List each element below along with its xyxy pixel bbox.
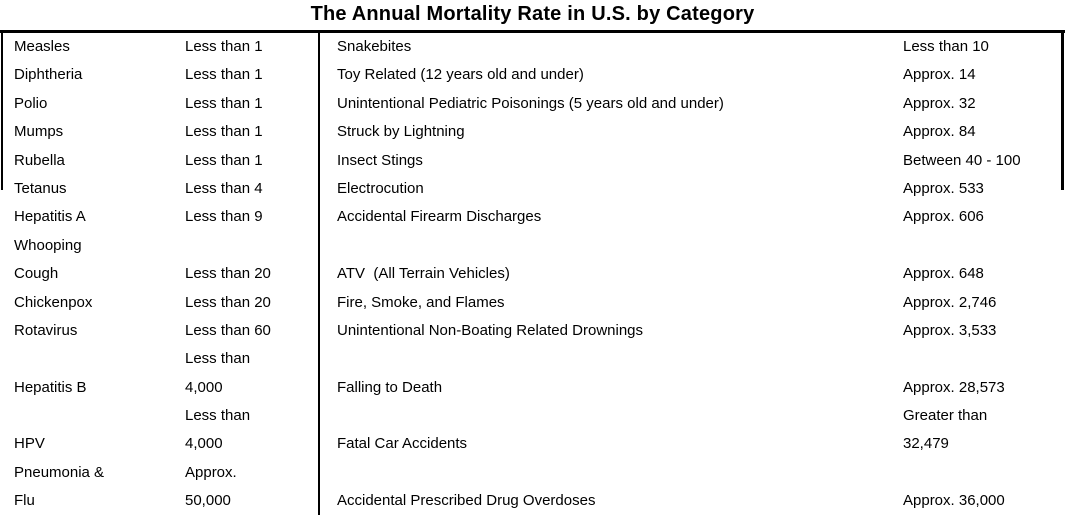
cell-left-rate: Less than 1 xyxy=(185,151,263,169)
cell-left-rate: Less than 20 xyxy=(185,293,271,311)
cell-left-rate xyxy=(185,232,318,260)
cell-left-rate: Less than 1 xyxy=(185,38,263,55)
column-divider xyxy=(318,32,320,515)
cell-left-rate: Less than xyxy=(185,350,251,368)
table-row: Cough Less than 20 ATV (All Terrain Vehi… xyxy=(0,260,1065,288)
cell-left-rate: 4,000 xyxy=(185,378,223,396)
cell-right-category: Struck by Lightning xyxy=(337,123,465,141)
table-row: Hepatitis B 4,000 Falling to Death Appro… xyxy=(0,374,1065,402)
cell-right-category: Accidental Firearm Discharges xyxy=(337,208,542,226)
cell-left-category: Tetanus xyxy=(14,179,67,197)
cell-left-rate: Less than 4 xyxy=(185,179,263,197)
cell-right-category: Unintentional Non-Boating Related Drowni… xyxy=(337,321,644,339)
cell-left-category: Hepatitis B xyxy=(14,378,87,396)
cell-right-rate: Approx. 28,573 xyxy=(903,378,1005,396)
table-right-border xyxy=(1061,32,1064,190)
cell-right-rate: Approx. 32 xyxy=(903,94,976,112)
cell-left-rate: Less than 60 xyxy=(185,321,271,339)
cell-right-rate: Less than 10 xyxy=(903,38,989,55)
cell-left-rate: 50,000 xyxy=(185,492,231,510)
cell-left-category: Rotavirus xyxy=(14,321,78,339)
cell-left-category: Mumps xyxy=(14,123,64,141)
cell-left-rate: 4,000 xyxy=(185,435,223,453)
cell-left-category: Flu xyxy=(14,492,35,510)
cell-left-rate: Less than 1 xyxy=(185,123,263,141)
cell-left-rate: Less than xyxy=(185,407,251,425)
cell-right-category xyxy=(318,232,903,260)
cell-right-rate xyxy=(903,232,1065,260)
cell-right-rate: Approx. 2,746 xyxy=(903,293,997,311)
cell-left-category: Whooping xyxy=(14,236,82,254)
table-row: Less than Greater than xyxy=(0,402,1065,430)
cell-right-rate xyxy=(903,459,1065,487)
table-row: Flu 50,000 Accidental Prescribed Drug Ov… xyxy=(0,487,1065,515)
cell-right-rate: Approx. 14 xyxy=(903,66,976,84)
cell-right-rate: Approx. 533 xyxy=(903,179,984,197)
cell-left-rate: Less than 20 xyxy=(185,265,271,283)
table-row: Less than xyxy=(0,345,1065,373)
cell-right-category xyxy=(318,345,903,373)
table-row: Diphtheria Less than 1 Toy Related (12 y… xyxy=(0,61,1065,89)
chart-title: The Annual Mortality Rate in U.S. by Cat… xyxy=(310,3,755,25)
cell-left-category: Pneumonia & xyxy=(14,463,105,481)
table-row: Pneumonia & Approx. xyxy=(0,459,1065,487)
cell-right-rate: Approx. 648 xyxy=(903,265,984,283)
cell-left-category xyxy=(0,402,185,430)
cell-right-rate: 32,479 xyxy=(903,435,949,453)
cell-right-category: Falling to Death xyxy=(337,378,443,396)
cell-right-category: Insect Stings xyxy=(337,151,423,169)
table-row: HPV 4,000 Fatal Car Accidents 32,479 xyxy=(0,430,1065,458)
cell-right-category: Fatal Car Accidents xyxy=(337,435,468,453)
cell-right-category: Accidental Prescribed Drug Overdoses xyxy=(337,492,596,510)
cell-right-category: Unintentional Pediatric Poisonings (5 ye… xyxy=(337,94,724,112)
cell-right-rate: Approx. 36,000 xyxy=(903,492,1005,510)
cell-right-rate: Approx. 606 xyxy=(903,208,984,226)
cell-left-category: Chickenpox xyxy=(14,293,93,311)
cell-left-category: HPV xyxy=(14,435,45,453)
cell-right-rate: Greater than xyxy=(903,407,988,425)
table-row: Polio Less than 1 Unintentional Pediatri… xyxy=(0,90,1065,118)
table-left-border xyxy=(1,32,3,190)
table-body: Measles Less than 1 Snakebites Less than… xyxy=(0,33,1065,516)
table-row: Whooping xyxy=(0,232,1065,260)
cell-right-rate: Approx. 3,533 xyxy=(903,321,997,339)
table-row: Hepatitis A Less than 9 Accidental Firea… xyxy=(0,203,1065,231)
cell-right-rate: Approx. 84 xyxy=(903,123,976,141)
cell-left-category: Diphtheria xyxy=(14,66,83,84)
table-row: Mumps Less than 1 Struck by Lightning Ap… xyxy=(0,118,1065,146)
cell-right-category: Fire, Smoke, and Flames xyxy=(337,293,505,311)
table-row: Measles Less than 1 Snakebites Less than… xyxy=(0,33,1065,61)
cell-left-rate: Less than 9 xyxy=(185,208,263,226)
table-row: Chickenpox Less than 20 Fire, Smoke, and… xyxy=(0,289,1065,317)
cell-right-rate xyxy=(903,345,1065,373)
cell-right-category xyxy=(318,402,903,430)
cell-right-rate: Between 40 - 100 xyxy=(903,151,1021,169)
title-rule xyxy=(0,30,1065,33)
cell-right-category: Electrocution xyxy=(337,179,424,197)
cell-left-category: Hepatitis A xyxy=(14,208,86,226)
cell-left-category: Cough xyxy=(14,265,59,283)
cell-right-category: Snakebites xyxy=(337,38,412,55)
cell-right-category xyxy=(318,459,903,487)
cell-right-category: Toy Related (12 years old and under) xyxy=(337,66,584,84)
cell-left-category: Polio xyxy=(14,94,48,112)
cell-left-category: Rubella xyxy=(14,151,65,169)
cell-right-category: ATV (All Terrain Vehicles) xyxy=(337,265,510,283)
table-row: Tetanus Less than 4 Electrocution Approx… xyxy=(0,175,1065,203)
table-row: Rotavirus Less than 60 Unintentional Non… xyxy=(0,317,1065,345)
cell-left-rate: Less than 1 xyxy=(185,94,263,112)
cell-left-category xyxy=(0,345,185,373)
cell-left-rate: Approx. xyxy=(185,463,237,481)
cell-left-rate: Less than 1 xyxy=(185,66,263,84)
table-row: Rubella Less than 1 Insect Stings Betwee… xyxy=(0,147,1065,175)
cell-left-category: Measles xyxy=(14,38,70,55)
